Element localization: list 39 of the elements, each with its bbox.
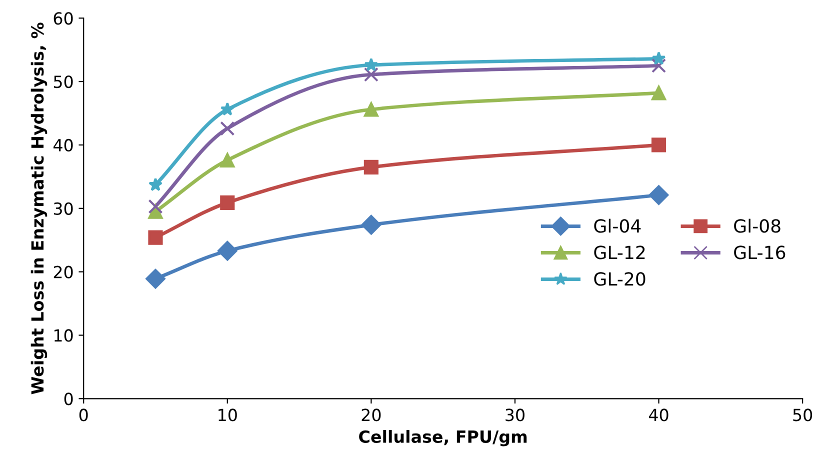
legend-label: Gl-04 bbox=[594, 218, 641, 233]
point bbox=[218, 240, 238, 261]
y-tick-label: 40 bbox=[53, 138, 73, 152]
y-tick-label: 30 bbox=[54, 202, 73, 215]
x-tick-label: 20 bbox=[362, 408, 381, 422]
point bbox=[364, 58, 378, 72]
y-tick-label: 50 bbox=[54, 76, 73, 88]
legend-label: GL-12 bbox=[594, 246, 645, 260]
x-tick-label: 30 bbox=[506, 408, 524, 422]
point bbox=[364, 160, 378, 174]
y-tick-label: 10 bbox=[54, 329, 73, 342]
point bbox=[220, 152, 235, 168]
x-tick-label: 10 bbox=[218, 408, 237, 422]
point bbox=[148, 178, 162, 192]
point bbox=[220, 195, 235, 210]
point bbox=[651, 58, 666, 73]
legend-label: Gl-08 bbox=[734, 218, 780, 233]
point bbox=[652, 51, 666, 65]
point bbox=[220, 121, 235, 136]
point bbox=[220, 102, 234, 116]
x-tick-label: 0 bbox=[79, 408, 88, 422]
y-tick-label: 20 bbox=[54, 266, 73, 278]
point bbox=[651, 138, 666, 152]
point bbox=[648, 185, 669, 205]
point bbox=[651, 86, 666, 100]
point bbox=[148, 230, 163, 245]
x-tick-label: 40 bbox=[648, 408, 668, 422]
point bbox=[364, 102, 378, 117]
point bbox=[361, 214, 382, 235]
y-tick-label: 60 bbox=[54, 12, 73, 25]
point bbox=[146, 268, 166, 289]
legend-label: GL-20 bbox=[594, 272, 646, 286]
point bbox=[148, 199, 163, 214]
x-tick-label: 50 bbox=[793, 408, 812, 422]
y-tick-label: 0 bbox=[64, 392, 73, 406]
y-axis-title: Weight Loss in Enzymatic Hydrolysis, % bbox=[30, 22, 48, 394]
legend-label: GL-16 bbox=[734, 246, 786, 260]
x-axis-title: Cellulase, FPU/gm bbox=[359, 430, 527, 446]
point bbox=[364, 67, 378, 82]
